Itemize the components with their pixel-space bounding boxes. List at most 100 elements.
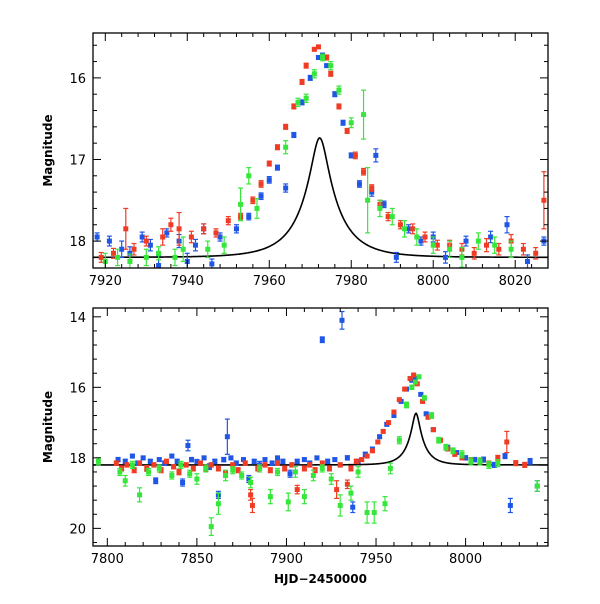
marker [391,409,397,415]
marker [113,460,119,466]
marker [310,472,316,478]
data-point [205,240,211,258]
marker [274,165,280,171]
marker [450,448,456,454]
marker [337,502,343,508]
marker [267,494,273,500]
marker [484,242,490,248]
data-point [402,386,408,392]
marker [397,222,403,228]
data-point [117,467,123,477]
marker [289,462,295,468]
marker [147,458,153,464]
marker [307,462,313,468]
marker [459,254,465,260]
data-point [495,459,501,468]
marker [282,465,288,471]
marker [169,453,175,459]
data-point [215,465,221,472]
marker [122,458,128,464]
marker [382,501,388,507]
plot-frame [92,32,549,269]
marker [352,152,358,158]
marker [292,469,298,475]
x-axis: 7800 7850 7900 7950 8000 [91,308,538,567]
marker [348,490,354,496]
marker [504,222,510,228]
marker [283,144,289,150]
data-point [258,180,264,188]
marker [143,238,149,244]
marker [328,476,334,482]
series-0 [94,52,547,268]
marker [139,234,145,240]
marker [106,238,112,244]
marker [183,462,189,468]
marker [407,376,413,382]
data-point [258,192,264,201]
marker [188,234,194,240]
data-point [156,246,162,261]
x-tick-label: 7940 [171,274,204,289]
data-point [94,232,100,242]
marker [324,63,330,69]
data-point [169,471,175,480]
data-point [396,397,402,403]
data-point [412,379,418,385]
data-point [403,401,409,409]
marker [275,460,281,466]
marker [176,469,182,475]
marker [495,455,501,461]
data-point [471,247,477,260]
marker [127,250,133,256]
data-point [275,455,281,461]
data-point [361,89,367,140]
data-point [389,207,395,226]
marker [262,462,268,468]
marker [291,103,297,109]
data-point [365,167,371,234]
data-point [143,248,149,267]
marker [472,457,478,463]
data-point [225,215,231,226]
data-point [350,501,356,514]
marker [314,455,320,461]
data-point [319,336,325,344]
data-point [127,253,133,268]
data-point [301,465,307,472]
data-point [307,462,313,468]
y-tick-label: 16 [69,72,86,87]
marker [350,504,356,510]
data-point [169,453,175,459]
marker [266,161,272,167]
data-point [274,144,280,151]
marker [131,467,137,473]
y-axis-label: Magnitude [41,114,55,186]
data-point [303,93,309,103]
data-point [450,447,456,455]
marker [421,395,427,401]
marker [496,246,502,252]
y-tick-label: 14 [69,311,86,326]
data-point [201,223,207,235]
marker [301,465,307,471]
x-tick-label: 7980 [335,274,368,289]
marker [303,63,309,69]
data-point [228,455,234,461]
marker [373,152,379,158]
data-point [275,460,281,466]
bottom-panel: 7800 7850 7900 7950 8000 14 16 18 20 Magnitude HJD… [41,307,549,586]
marker [320,54,326,60]
data-point [373,148,379,163]
marker [225,218,231,224]
data-point [156,464,162,473]
marker [364,453,370,459]
marker [160,234,166,240]
data-point [340,119,346,126]
x-tick-label: 7900 [270,552,303,567]
data-point [156,457,162,463]
marker [208,462,214,468]
data-point [221,456,227,463]
data-point [477,457,483,466]
marker [430,427,436,433]
